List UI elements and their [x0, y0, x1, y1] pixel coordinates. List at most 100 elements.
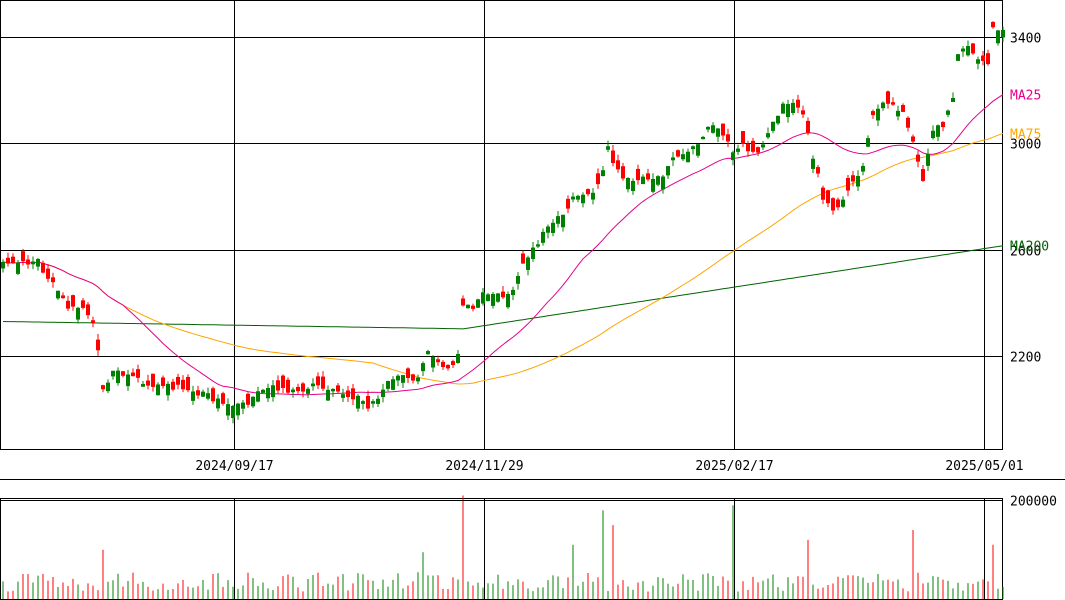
candle — [36, 257, 40, 271]
candle — [521, 250, 525, 264]
candle-body — [291, 389, 295, 393]
candle-body — [576, 195, 580, 200]
candle-body — [821, 187, 825, 200]
candle — [556, 211, 560, 228]
candle — [101, 384, 105, 393]
candle — [356, 394, 360, 412]
candle-body — [441, 361, 445, 368]
candle-body — [831, 198, 835, 211]
candle — [201, 389, 205, 398]
candle — [56, 290, 60, 300]
volume-panel — [0, 495, 1004, 600]
candle-body — [526, 257, 530, 270]
candle — [466, 304, 470, 309]
candle — [251, 396, 255, 408]
candle — [486, 292, 490, 302]
candle-body — [176, 376, 180, 385]
candle-body — [701, 136, 705, 140]
candle-body — [916, 154, 920, 162]
candle-body — [751, 140, 755, 152]
candle — [726, 128, 730, 148]
candle — [501, 285, 505, 300]
candle — [966, 40, 970, 57]
candle-body — [556, 216, 560, 224]
candle — [341, 388, 345, 402]
candle-body — [521, 253, 525, 264]
candle-body — [31, 261, 35, 265]
candle-body — [276, 380, 280, 391]
candle-body — [226, 404, 230, 416]
x-tick-label: 2025/02/17 — [695, 459, 773, 474]
candle-body — [371, 401, 375, 404]
candle — [621, 162, 625, 181]
candle-body — [251, 396, 255, 407]
candle-body — [976, 59, 980, 64]
candle-body — [206, 393, 210, 399]
candle-body — [431, 356, 435, 368]
candle-body — [811, 158, 815, 169]
candle-body — [76, 307, 80, 320]
candle — [626, 177, 630, 193]
candle-body — [116, 370, 120, 384]
candle — [456, 350, 460, 364]
candle — [846, 175, 850, 197]
candle — [866, 135, 870, 148]
candle-body — [261, 389, 265, 393]
candle — [691, 145, 695, 155]
candle — [961, 46, 965, 57]
candle-body — [696, 144, 700, 156]
candle — [346, 385, 350, 402]
candle — [941, 121, 945, 132]
candle-body — [676, 150, 680, 157]
candle-body — [716, 128, 720, 137]
candle — [11, 253, 15, 264]
candle-body — [871, 111, 875, 116]
candle-body — [181, 379, 185, 390]
candle — [146, 374, 150, 390]
candle-body — [321, 376, 325, 389]
candle-body — [726, 134, 730, 142]
candle-body — [51, 277, 55, 283]
candle-body — [296, 386, 300, 392]
candle — [856, 170, 860, 191]
candle-body — [416, 377, 420, 382]
candle — [221, 391, 225, 406]
candle-body — [401, 375, 405, 383]
candle — [451, 359, 455, 368]
y-tick-label: 3400 — [1010, 32, 1041, 47]
candle-body — [921, 169, 925, 181]
candle-body — [201, 391, 205, 397]
candle — [631, 178, 635, 195]
candle-body — [26, 259, 30, 265]
candle-body — [631, 180, 635, 192]
candle-body — [351, 388, 355, 400]
candle-body — [146, 380, 150, 386]
candle-body — [461, 298, 465, 306]
candle-body — [246, 393, 250, 405]
candle — [551, 219, 555, 237]
candle-body — [331, 388, 335, 392]
candle-body — [376, 398, 380, 404]
candle — [766, 127, 770, 140]
candle-body — [191, 391, 195, 401]
candle-body — [961, 48, 965, 52]
candle-body — [686, 151, 690, 163]
candle — [851, 170, 855, 187]
candle-body — [326, 389, 330, 401]
axis-labels: 2200 2600 3000 3400 2024/09/17 2024/11/29 2025… — [195, 32, 1057, 510]
candle-body — [836, 199, 840, 208]
candle-body — [496, 293, 500, 302]
candle — [461, 295, 465, 307]
candle — [646, 168, 650, 182]
candle-body — [566, 198, 570, 209]
candle — [976, 56, 980, 70]
candle-body — [111, 370, 115, 377]
candle — [721, 123, 725, 141]
candle-body — [756, 147, 760, 153]
candle — [16, 259, 20, 276]
candle-body — [96, 339, 100, 351]
candle — [971, 42, 975, 55]
candle — [706, 126, 710, 133]
candle — [156, 382, 160, 396]
candle-body — [666, 166, 670, 176]
